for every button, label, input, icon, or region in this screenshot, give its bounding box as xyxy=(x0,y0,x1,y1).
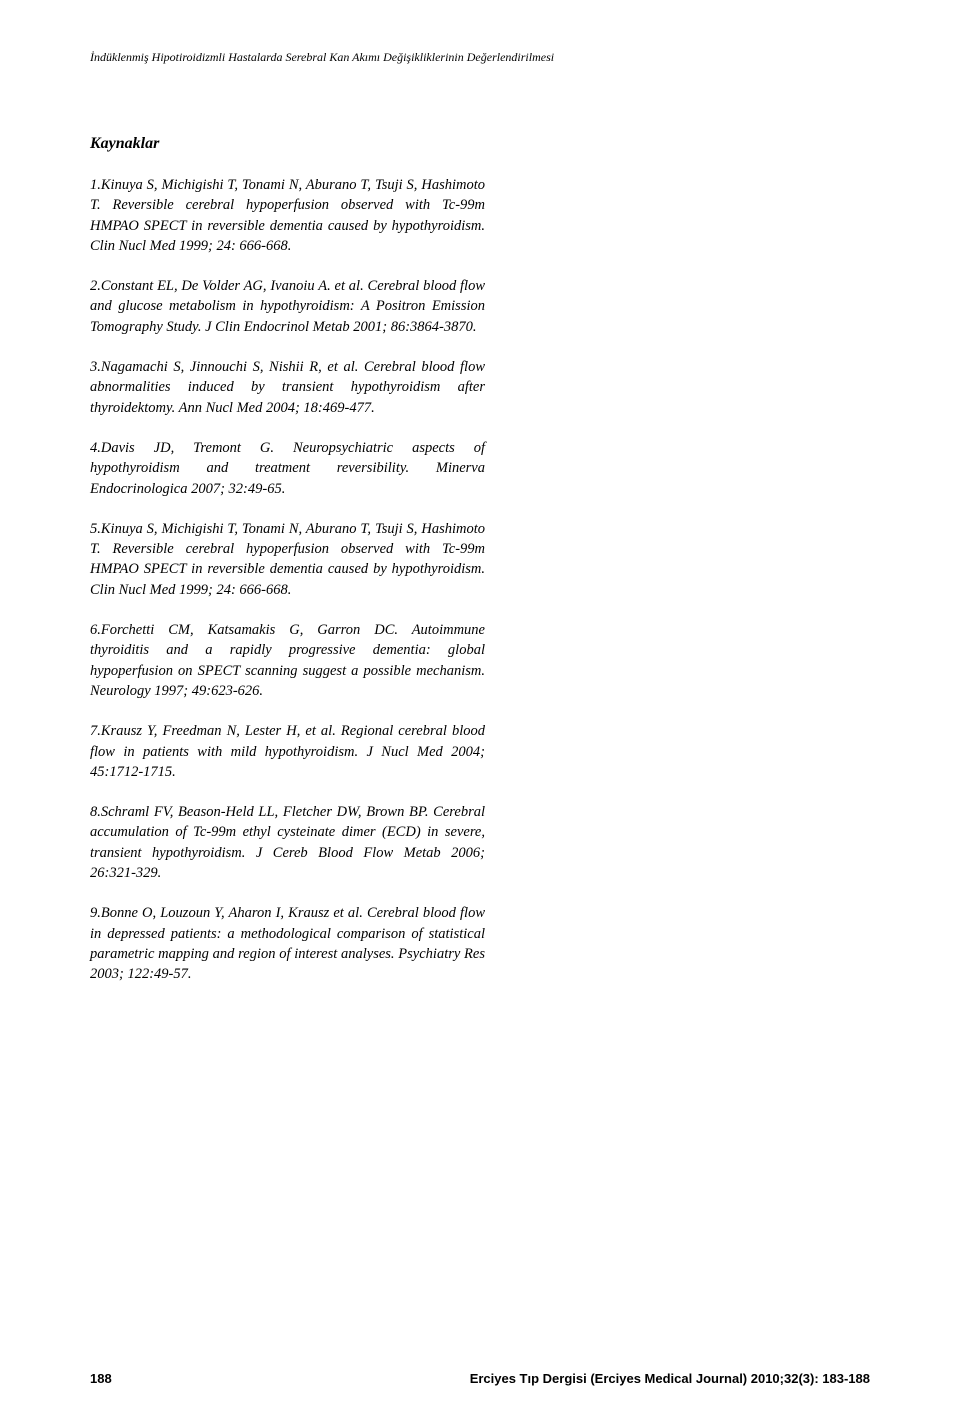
reference-item: 3.Nagamachi S, Jinnouchi S, Nishii R, et… xyxy=(90,357,485,418)
references-column: 1.Kinuya S, Michigishi T, Tonami N, Abur… xyxy=(90,175,485,985)
journal-citation: Erciyes Tıp Dergisi (Erciyes Medical Jou… xyxy=(470,1371,870,1386)
reference-item: 5.Kinuya S, Michigishi T, Tonami N, Abur… xyxy=(90,519,485,600)
page-footer: 188 Erciyes Tıp Dergisi (Erciyes Medical… xyxy=(90,1371,870,1386)
reference-item: 7.Krausz Y, Freedman N, Lester H, et al.… xyxy=(90,721,485,782)
reference-item: 4.Davis JD, Tremont G. Neuropsychiatric … xyxy=(90,438,485,499)
running-header: İndüklenmiş Hipotiroidizmli Hastalarda S… xyxy=(90,50,870,65)
section-title: Kaynaklar xyxy=(90,135,870,153)
reference-item: 6.Forchetti CM, Katsamakis G, Garron DC.… xyxy=(90,620,485,701)
reference-item: 8.Schraml FV, Beason-Held LL, Fletcher D… xyxy=(90,802,485,883)
page-container: İndüklenmiş Hipotiroidizmli Hastalarda S… xyxy=(0,0,960,1426)
reference-item: 9.Bonne O, Louzoun Y, Aharon I, Krausz e… xyxy=(90,903,485,984)
reference-item: 2.Constant EL, De Volder AG, Ivanoiu A. … xyxy=(90,276,485,337)
reference-item: 1.Kinuya S, Michigishi T, Tonami N, Abur… xyxy=(90,175,485,256)
page-number: 188 xyxy=(90,1371,112,1386)
